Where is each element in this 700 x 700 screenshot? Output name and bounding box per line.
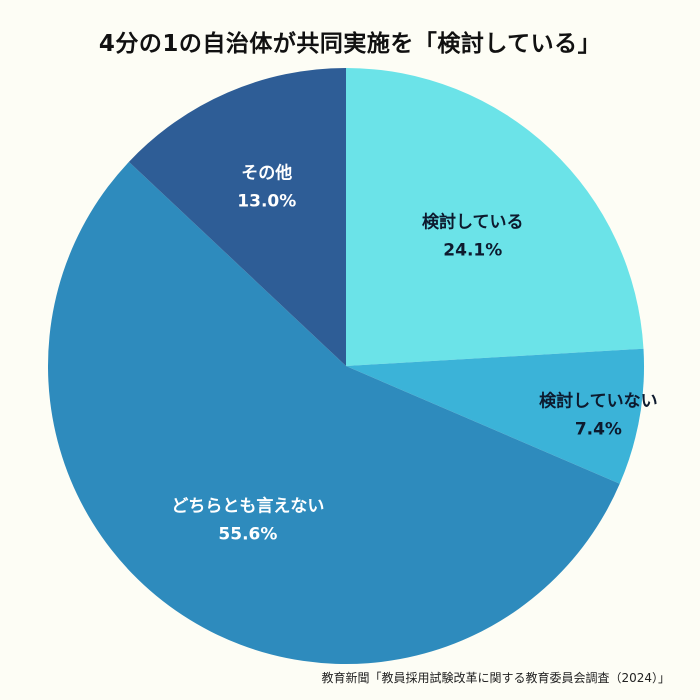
pie-slice-3 [48, 161, 620, 665]
source-note: 教育新聞「教員採用試験改革に関する教育委員会調査（2024）」 [321, 671, 670, 685]
slice-category-label: 検討していない [539, 390, 658, 411]
slice-category-label: 検討している [422, 212, 524, 233]
pie-slice-1 [346, 68, 644, 366]
slice-value-label: 13.0% [237, 192, 296, 212]
pie-slice-4 [128, 68, 346, 366]
pie-slice-2 [346, 348, 644, 484]
slice-value-label: 24.1% [443, 241, 502, 261]
slice-category-label: その他 [241, 163, 292, 184]
chart-title: 4分の1の自治体が共同実施を「検討している」 [98, 31, 602, 57]
slice-value-label: 55.6% [218, 524, 277, 544]
slice-category-label: どちらとも言えない [171, 495, 324, 516]
slice-value-label: 7.4% [575, 419, 622, 439]
